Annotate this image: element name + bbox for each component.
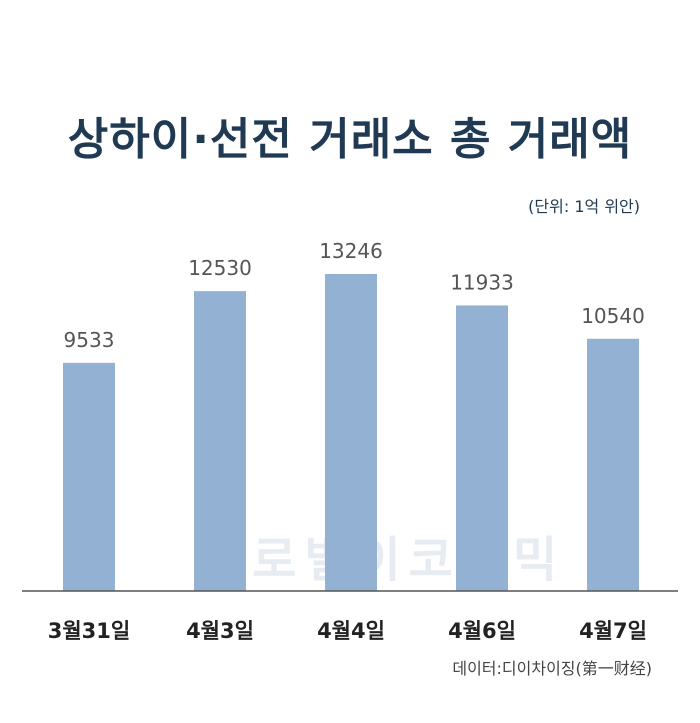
bar-0 xyxy=(63,362,115,591)
source-note: 데이터:디이차이징(第一财经) xyxy=(452,659,652,678)
value-label-4: 10540 xyxy=(581,304,645,328)
value-label-3: 11933 xyxy=(450,270,514,294)
unit-label: (단위: 1억 위안) xyxy=(528,197,640,216)
bar-3 xyxy=(456,305,508,591)
chart-title: 상하이·선전 거래소 총 거래액 xyxy=(67,114,633,165)
category-label-1: 4월3일 xyxy=(186,619,254,643)
category-labels-group: 3월31일 4월3일 4월4일 4월6일 4월7일 xyxy=(48,619,647,643)
category-label-4: 4월7일 xyxy=(579,619,647,643)
bars-group xyxy=(63,274,639,591)
value-labels-group: 9533 12530 13246 11933 10540 xyxy=(64,239,645,352)
value-label-1: 12530 xyxy=(188,256,252,280)
value-label-2: 13246 xyxy=(319,239,383,263)
bar-1 xyxy=(194,291,246,591)
category-label-0: 3월31일 xyxy=(48,619,130,643)
bar-4 xyxy=(587,338,639,591)
category-label-2: 4월4일 xyxy=(317,619,385,643)
bar-2 xyxy=(325,274,377,591)
category-label-3: 4월6일 xyxy=(448,619,516,643)
value-label-0: 9533 xyxy=(64,328,115,352)
